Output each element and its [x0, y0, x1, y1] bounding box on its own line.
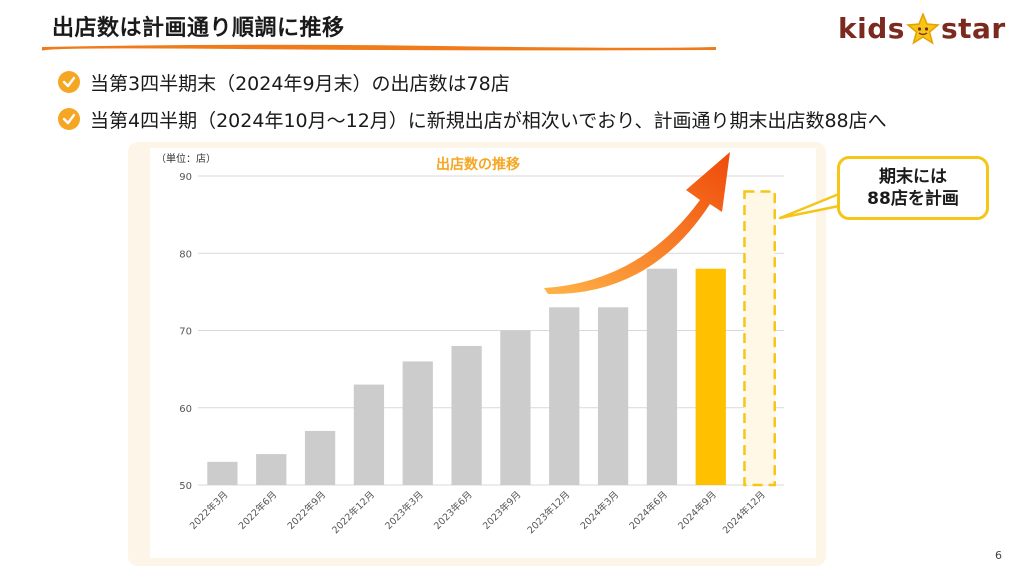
title-underline: [41, 44, 716, 51]
x-tick-label: 2022年12月: [329, 489, 377, 537]
bar: [500, 330, 531, 485]
y-tick-label: 90: [179, 172, 192, 183]
logo-text-left: kids: [838, 12, 905, 45]
checkmark-icon: [58, 108, 80, 130]
bar: [597, 307, 629, 485]
star-icon: [906, 12, 940, 45]
logo-text-right: star: [940, 12, 1006, 45]
x-tick-label: 2024年12月: [720, 489, 768, 537]
page-title: 出店数は計画通り順調に推移: [52, 16, 345, 41]
x-tick-label: 2023年6月: [431, 489, 474, 532]
bar-current: [695, 268, 726, 485]
x-tick-label: 2022年6月: [236, 489, 279, 532]
y-tick-label: 60: [179, 404, 192, 415]
y-axis-ticks: 50 60 70 80 90: [179, 172, 192, 492]
chart-title: 出店数の推移: [436, 156, 520, 173]
bullet-list: 当第3四半期末（2024年9月末）の出店数は78店 当第4四半期（2024年10…: [58, 68, 887, 142]
bar: [207, 461, 238, 485]
bullet-item: 当第4四半期（2024年10月～12月）に新規出店が相次いでおり、計画通り期末出…: [58, 105, 887, 133]
bullet-text: 当第3四半期末（2024年9月末）の出店数は78店: [90, 72, 510, 95]
x-tick-label: 2022年3月: [187, 489, 230, 532]
bar: [402, 361, 433, 485]
callout-pointer: [778, 192, 841, 220]
callout-line-2: 88店を計画: [867, 189, 959, 209]
bar-plan: [743, 190, 776, 487]
y-tick-label: 70: [179, 327, 192, 338]
bars: [207, 190, 776, 487]
gridlines: [198, 175, 784, 486]
bar: [256, 454, 287, 485]
bar: [451, 345, 482, 485]
chart-unit-label: （単位：店）: [156, 152, 216, 165]
kidsstar-logo: kids star: [838, 12, 1006, 45]
x-tick-label: 2024年9月: [676, 489, 719, 532]
y-tick-label: 50: [179, 481, 192, 492]
checkmark-icon: [58, 71, 80, 93]
bar: [646, 268, 678, 485]
x-tick-label: 2023年9月: [480, 489, 523, 532]
bar: [353, 384, 385, 485]
x-tick-label: 2024年6月: [627, 489, 670, 532]
plan-callout: 期末には 88店を計画: [837, 156, 989, 220]
callout-line-1: 期末には: [879, 167, 947, 187]
bar: [549, 307, 580, 485]
x-axis-ticks: 2022年3月 2022年6月 2022年9月 2022年12月 2023年3月 2023…: [187, 489, 767, 537]
growth-arrow-icon: [544, 152, 730, 295]
x-tick-label: 2022年9月: [285, 489, 328, 532]
bullet-text: 当第4四半期（2024年10月～12月）に新規出店が相次いでおり、計画通り期末出…: [90, 109, 887, 132]
x-tick-label: 2023年3月: [383, 489, 426, 532]
x-tick-label: 2024年3月: [578, 489, 621, 532]
x-tick-label: 2023年12月: [525, 489, 573, 537]
page-number: 6: [995, 549, 1002, 562]
y-tick-label: 80: [179, 249, 192, 260]
bullet-item: 当第3四半期末（2024年9月末）の出店数は78店: [58, 68, 887, 96]
bar: [304, 430, 336, 485]
